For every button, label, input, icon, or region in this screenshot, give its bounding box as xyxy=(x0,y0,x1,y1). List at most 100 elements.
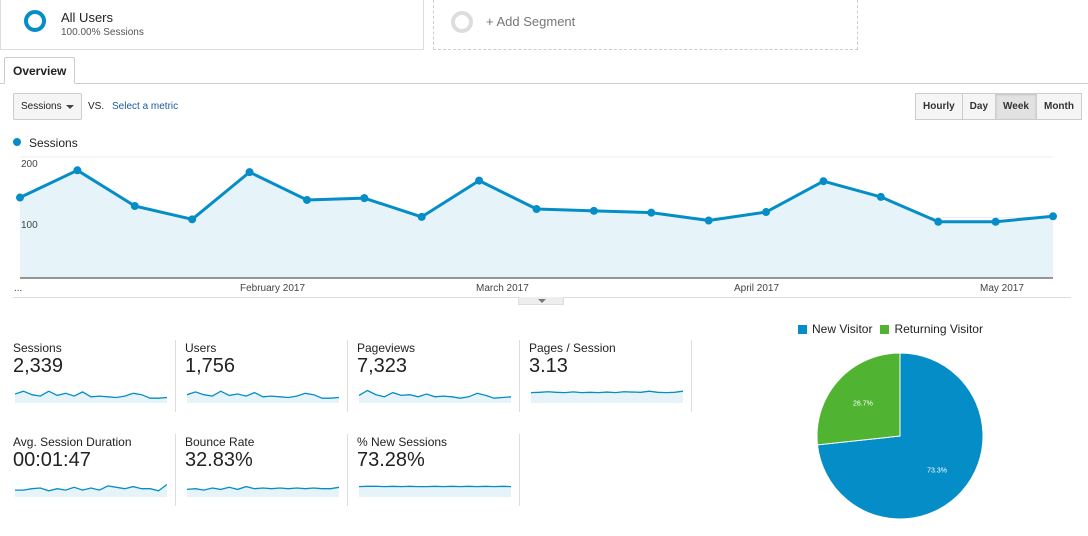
metric-value: 3.13 xyxy=(529,355,568,377)
metric-tile-users[interactable]: Users 1,756 xyxy=(185,341,345,413)
legend-label[interactable]: Sessions xyxy=(29,136,78,150)
metric-value: 7,323 xyxy=(357,355,408,377)
chevron-down-icon xyxy=(66,105,74,109)
metric-tile-pages-per-session[interactable]: Pages / Session 3.13 xyxy=(529,341,689,413)
sparkline-fill xyxy=(359,486,511,497)
sparkline-line xyxy=(15,390,167,399)
data-point xyxy=(16,193,24,202)
data-point xyxy=(73,166,82,175)
sparkline xyxy=(531,390,683,403)
metric-label: Bounce Rate xyxy=(185,435,255,449)
sparkline-fill xyxy=(531,391,683,403)
time-granularity-group: Hourly Day Week Month xyxy=(915,93,1082,120)
data-point xyxy=(704,216,713,225)
month-button[interactable]: Month xyxy=(1035,93,1082,120)
x-tick-april: April 2017 xyxy=(734,283,780,294)
week-button[interactable]: Week xyxy=(995,93,1037,120)
metric-label: Users xyxy=(185,341,217,355)
metric-value: 73.28% xyxy=(357,449,425,471)
legend-swatch xyxy=(880,324,890,334)
sparkline-fill xyxy=(15,484,167,497)
metric-value: 00:01:47 xyxy=(13,449,91,471)
data-point xyxy=(245,168,254,177)
metric-label: Avg. Session Duration xyxy=(13,435,132,449)
vs-label: VS. xyxy=(88,101,105,112)
x-tick-march: March 2017 xyxy=(476,283,529,294)
pie-slice xyxy=(816,352,901,446)
metric-tile-new-sessions[interactable]: % New Sessions 73.28% xyxy=(357,435,517,507)
metric-value: 2,339 xyxy=(13,355,64,377)
chevron-down-icon xyxy=(538,299,546,303)
data-point xyxy=(417,212,426,221)
tile-divider xyxy=(175,434,176,506)
data-point xyxy=(532,205,541,214)
data-point xyxy=(934,217,943,226)
metric-label: Pages / Session xyxy=(529,341,616,355)
data-point xyxy=(475,176,484,185)
sparkline xyxy=(359,485,511,497)
day-button[interactable]: Day xyxy=(961,93,997,120)
add-segment-button[interactable]: + Add Segment xyxy=(433,0,858,50)
data-point xyxy=(819,177,828,186)
pie-legend: New Visitor Returning Visitor xyxy=(798,322,991,336)
segment-ring-icon xyxy=(24,10,46,32)
data-point xyxy=(1049,212,1057,221)
metric-label: % New Sessions xyxy=(357,435,448,449)
sparkline-line xyxy=(15,483,167,492)
data-point xyxy=(302,195,311,204)
x-tick-start: ... xyxy=(14,283,23,294)
segment-all-users[interactable]: All Users 100.00% Sessions xyxy=(0,0,424,50)
tab-divider xyxy=(0,83,1088,84)
metric-tile-avg-session-duration[interactable]: Avg. Session Duration 00:01:47 xyxy=(13,435,173,507)
tab-overview[interactable]: Overview xyxy=(4,57,76,84)
sessions-line-chart xyxy=(16,156,1057,279)
visitor-pie-chart: 73.3% 26.7% xyxy=(816,352,984,520)
metric-tile-sessions[interactable]: Sessions 2,339 xyxy=(13,341,173,413)
segment-title: All Users xyxy=(61,10,114,25)
tile-divider xyxy=(347,434,348,506)
sparkline-line xyxy=(531,390,683,394)
pie-legend-label: New Visitor xyxy=(812,322,873,336)
add-segment-label: + Add Segment xyxy=(486,14,576,29)
pie-slice-label: 73.3% xyxy=(927,467,947,474)
metric-select[interactable]: Sessions xyxy=(13,93,82,120)
x-tick-february: February 2017 xyxy=(240,283,306,294)
data-point xyxy=(991,217,1000,226)
x-tick-may: May 2017 xyxy=(980,283,1024,294)
sparkline xyxy=(187,390,339,403)
sparkline-fill xyxy=(359,390,511,403)
data-point xyxy=(589,206,598,215)
tile-divider xyxy=(347,340,348,412)
sparkline-line xyxy=(359,389,511,399)
data-point xyxy=(647,208,656,217)
tile-divider xyxy=(519,340,520,412)
metric-label: Pageviews xyxy=(357,341,416,355)
data-point xyxy=(876,192,885,201)
sparkline xyxy=(15,390,167,403)
metric-value: 1,756 xyxy=(185,355,236,377)
pie-legend-new-visitor[interactable]: New Visitor xyxy=(798,322,872,336)
tile-divider xyxy=(175,340,176,412)
hourly-button[interactable]: Hourly xyxy=(915,93,963,120)
metric-tile-pageviews[interactable]: Pageviews 7,323 xyxy=(357,341,517,413)
collapse-chart-handle[interactable] xyxy=(518,297,564,305)
legend-swatch xyxy=(798,324,807,334)
select-metric-link[interactable]: Select a metric xyxy=(112,101,179,112)
sparkline xyxy=(187,485,339,497)
pie-slice-label: 26.7% xyxy=(853,401,873,408)
data-point xyxy=(762,208,771,217)
sparkline-line xyxy=(187,390,339,399)
pie-legend-returning-visitor[interactable]: Returning Visitor xyxy=(880,322,983,336)
sparkline xyxy=(359,389,511,403)
y-tick-100: 100 xyxy=(21,220,38,231)
pie-legend-label: Returning Visitor xyxy=(894,322,983,336)
data-point xyxy=(130,202,139,211)
tile-divider xyxy=(691,340,692,412)
sparkline xyxy=(15,483,167,497)
metric-select-value: Sessions xyxy=(21,101,62,112)
tile-divider xyxy=(519,434,520,506)
metric-label: Sessions xyxy=(13,341,62,355)
metric-tile-bounce-rate[interactable]: Bounce Rate 32.83% xyxy=(185,435,345,507)
sparkline-fill xyxy=(187,486,339,497)
data-point xyxy=(360,194,369,203)
